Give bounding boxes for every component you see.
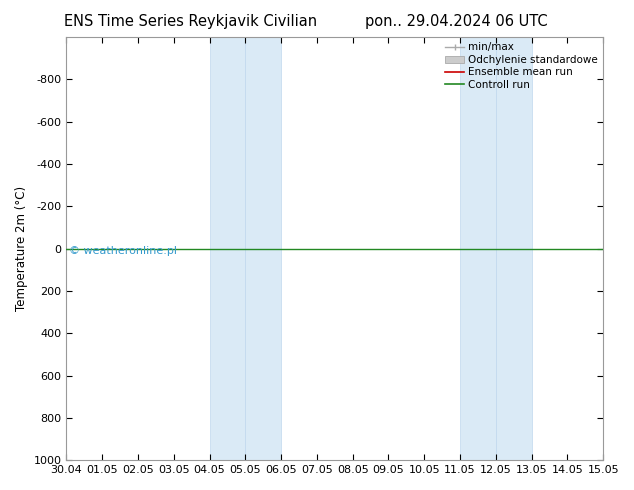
Bar: [210, 37, 245, 460]
Text: pon.. 29.04.2024 06 UTC: pon.. 29.04.2024 06 UTC: [365, 14, 548, 29]
Text: ENS Time Series Reykjavik Civilian: ENS Time Series Reykjavik Civilian: [63, 14, 317, 29]
Y-axis label: Temperature 2m (°C): Temperature 2m (°C): [15, 186, 28, 311]
Bar: [245, 37, 281, 460]
Legend: min/max, Odchylenie standardowe, Ensemble mean run, Controll run: min/max, Odchylenie standardowe, Ensembl…: [443, 40, 600, 92]
Bar: [460, 37, 496, 460]
Text: © weatheronline.pl: © weatheronline.pl: [69, 246, 177, 256]
Bar: [496, 37, 532, 460]
